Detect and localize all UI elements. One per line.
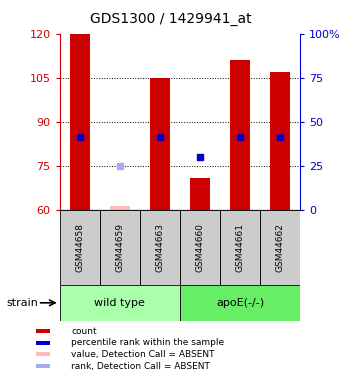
Text: GSM44662: GSM44662 — [276, 223, 284, 272]
Text: strain: strain — [7, 298, 39, 308]
Text: GSM44661: GSM44661 — [236, 223, 244, 272]
Bar — [36, 364, 50, 368]
Bar — [60, 210, 100, 285]
Text: GSM44663: GSM44663 — [155, 223, 164, 272]
Bar — [150, 78, 170, 210]
Text: GSM44660: GSM44660 — [195, 223, 204, 272]
Bar — [36, 341, 50, 345]
Bar — [140, 210, 180, 285]
Bar — [180, 285, 300, 321]
Text: percentile rank within the sample: percentile rank within the sample — [71, 339, 224, 348]
Bar — [110, 206, 130, 210]
Bar — [60, 285, 180, 321]
Text: value, Detection Call = ABSENT: value, Detection Call = ABSENT — [71, 350, 215, 358]
Text: apoE(-/-): apoE(-/-) — [216, 298, 264, 308]
Bar — [180, 210, 220, 285]
Bar — [260, 210, 300, 285]
Text: GSM44659: GSM44659 — [115, 223, 124, 272]
Bar — [230, 60, 250, 210]
Text: GDS1300 / 1429941_at: GDS1300 / 1429941_at — [90, 12, 251, 26]
Bar — [220, 210, 260, 285]
Bar — [190, 178, 210, 210]
Bar — [70, 34, 90, 210]
Bar — [270, 72, 290, 210]
Text: wild type: wild type — [94, 298, 145, 308]
Bar — [100, 210, 140, 285]
Bar — [36, 352, 50, 356]
Text: rank, Detection Call = ABSENT: rank, Detection Call = ABSENT — [71, 362, 210, 371]
Bar — [36, 329, 50, 333]
Text: count: count — [71, 327, 97, 336]
Text: GSM44658: GSM44658 — [75, 223, 84, 272]
